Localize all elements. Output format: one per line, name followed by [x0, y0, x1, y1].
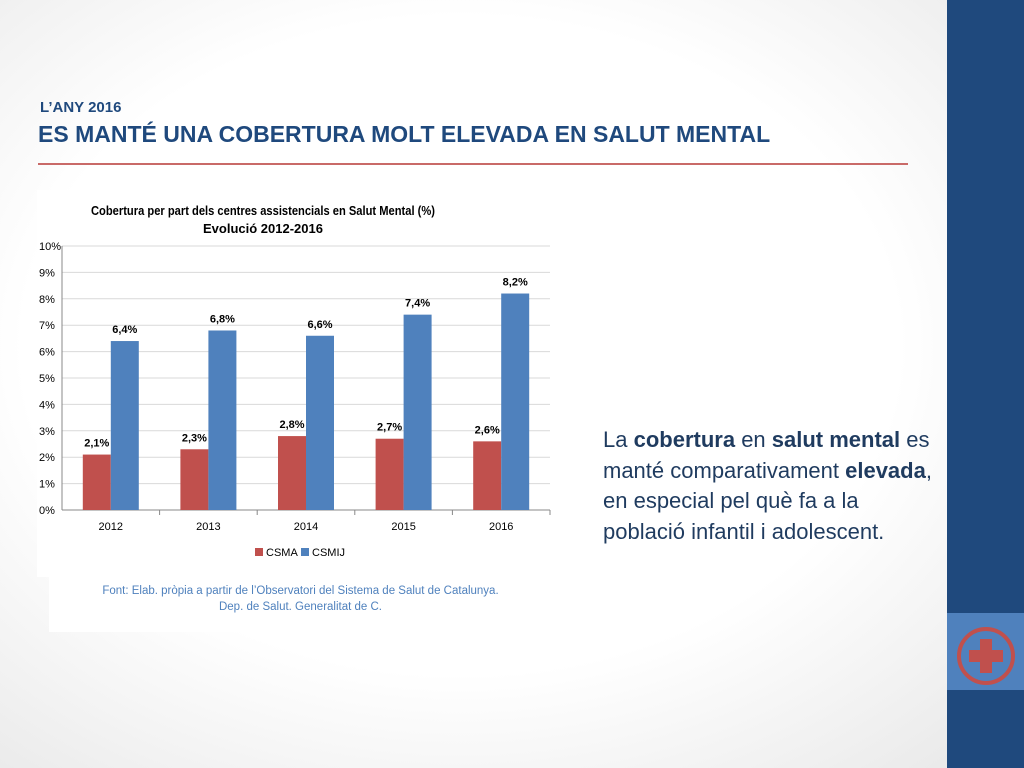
summary-part: , en especial pel què fa a la població i… [603, 457, 932, 544]
y-tick-label: 7% [39, 320, 55, 332]
data-label: 2,7% [377, 422, 402, 434]
legend-swatch-csmij [301, 548, 309, 556]
slide-kicker: L’ANY 2016 [40, 99, 122, 116]
bar-csma-2012 [82, 454, 111, 510]
summary-part: La [603, 427, 634, 452]
chart-title: Cobertura per part dels centres assisten… [91, 203, 435, 218]
summary-emphasis-elevada: elevada [845, 457, 926, 483]
data-label: 6,4% [112, 324, 137, 336]
data-label: 8,2% [503, 277, 528, 289]
data-label: 6,8% [210, 313, 235, 325]
summary-part: es manté comparativament [603, 427, 930, 483]
y-tick-label: 6% [39, 347, 55, 359]
summary-text: La cobertura en salut mental es manté co… [603, 425, 933, 547]
title-divider [38, 163, 908, 165]
source-panel: Font: Elab. pròpia a partir de l’Observa… [49, 577, 552, 632]
data-label: 2,3% [182, 432, 207, 444]
data-label: 2,6% [475, 424, 500, 436]
y-tick-label: 10% [39, 241, 61, 253]
summary-emphasis-salut-mental: salut mental [771, 427, 901, 452]
bar-csmij-2014 [306, 335, 334, 510]
bar-csma-2014 [278, 436, 306, 510]
y-tick-label: 9% [39, 267, 55, 279]
chart-subtitle: Evolució 2012-2016 [203, 221, 323, 236]
y-tick-label: 5% [39, 373, 55, 385]
bar-csma-2013 [180, 449, 209, 510]
coverage-bar-chart: Cobertura per part dels centres assisten… [39, 203, 551, 559]
x-tick-label: 2014 [294, 521, 318, 533]
source-note: Font: Elab. pròpia a partir de l’Observa… [49, 583, 552, 615]
y-tick-label: 4% [39, 399, 55, 411]
x-tick-label: 2016 [489, 521, 513, 533]
slide-title: ES MANTÉ UNA COBERTURA MOLT ELEVADA EN S… [38, 121, 771, 147]
data-label: 6,6% [307, 319, 332, 331]
data-label: 7,4% [405, 298, 430, 310]
summary-emphasis-cobertura: cobertura [633, 427, 736, 452]
chart-panel: Cobertura per part dels centres assisten… [37, 190, 565, 577]
source-line-2: Dep. de Salut. Generalitat de C. [218, 601, 382, 613]
bar-csmij-2013 [208, 330, 237, 510]
y-tick-label: 1% [39, 479, 55, 491]
summary-part: en [735, 427, 772, 452]
source-line-1: Font: Elab. pròpia a partir de l’Observa… [102, 585, 499, 597]
y-tick-label: 3% [39, 426, 55, 438]
x-tick-label: 2012 [99, 521, 123, 533]
bar-csma-2015 [375, 438, 404, 510]
data-label: 2,8% [279, 419, 304, 431]
x-tick-label: 2013 [196, 521, 220, 533]
sidebar-band [947, 613, 1024, 690]
sidebar [947, 0, 1024, 768]
data-label: 2,1% [84, 438, 109, 450]
legend-swatch-csma [255, 548, 263, 556]
x-tick-label: 2015 [391, 521, 415, 533]
y-tick-label: 2% [39, 452, 55, 464]
bar-csmij-2015 [403, 314, 432, 510]
bar-csmij-2016 [501, 293, 530, 510]
legend-label-csma: CSMA [266, 547, 298, 559]
legend-label-csmij: CSMIJ [312, 547, 345, 559]
bar-csma-2016 [473, 441, 502, 510]
medical-cross-icon [957, 627, 1015, 685]
y-tick-label: 8% [39, 294, 55, 306]
y-tick-label: 0% [39, 505, 55, 517]
bar-csmij-2012 [110, 341, 139, 510]
